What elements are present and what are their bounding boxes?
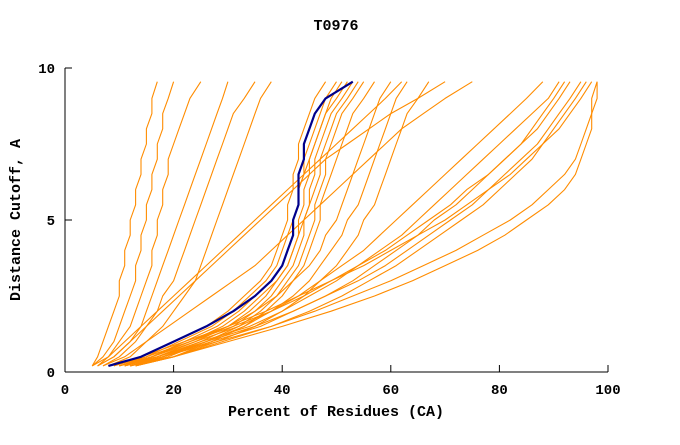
model-line (102, 81, 473, 367)
x-tick-label: 40 (274, 383, 291, 399)
model-line (97, 81, 202, 367)
model-line (97, 81, 446, 367)
model-line (124, 81, 598, 367)
model-line (130, 81, 408, 367)
y-tick-label: 0 (47, 366, 55, 382)
model-line (119, 81, 348, 367)
y-tick-label: 5 (47, 214, 55, 230)
model-line (91, 81, 158, 367)
model-line (130, 81, 365, 367)
model-line (124, 81, 560, 367)
model-line (113, 81, 571, 367)
y-tick-label: 10 (38, 62, 55, 78)
model-line (130, 81, 566, 367)
model-line (108, 81, 272, 367)
x-tick-label: 20 (165, 383, 182, 399)
x-tick-label: 100 (595, 383, 620, 399)
model-line (119, 81, 544, 367)
model-line (119, 81, 392, 367)
model-line (135, 81, 587, 367)
model-line (119, 81, 582, 367)
series-lines (91, 80, 598, 367)
axes: 0 20 40 60 80 100 0 5 10 (38, 62, 620, 399)
model-line (91, 81, 403, 367)
model-line (130, 81, 598, 367)
model-line (97, 81, 229, 367)
model-line (130, 81, 354, 367)
x-tick-label: 80 (491, 383, 508, 399)
y-axis-label: Distance Cutoff, A (8, 139, 25, 301)
model-line (91, 81, 175, 367)
model-line (124, 81, 359, 367)
chart-title: T0976 (313, 18, 358, 35)
model-line (102, 81, 256, 367)
x-tick-label: 0 (61, 383, 69, 399)
consensus-line (108, 80, 354, 367)
model-line (135, 81, 430, 367)
x-tick-label: 60 (382, 383, 399, 399)
x-axis-label: Percent of Residues (CA) (228, 404, 444, 421)
model-line (108, 81, 593, 367)
